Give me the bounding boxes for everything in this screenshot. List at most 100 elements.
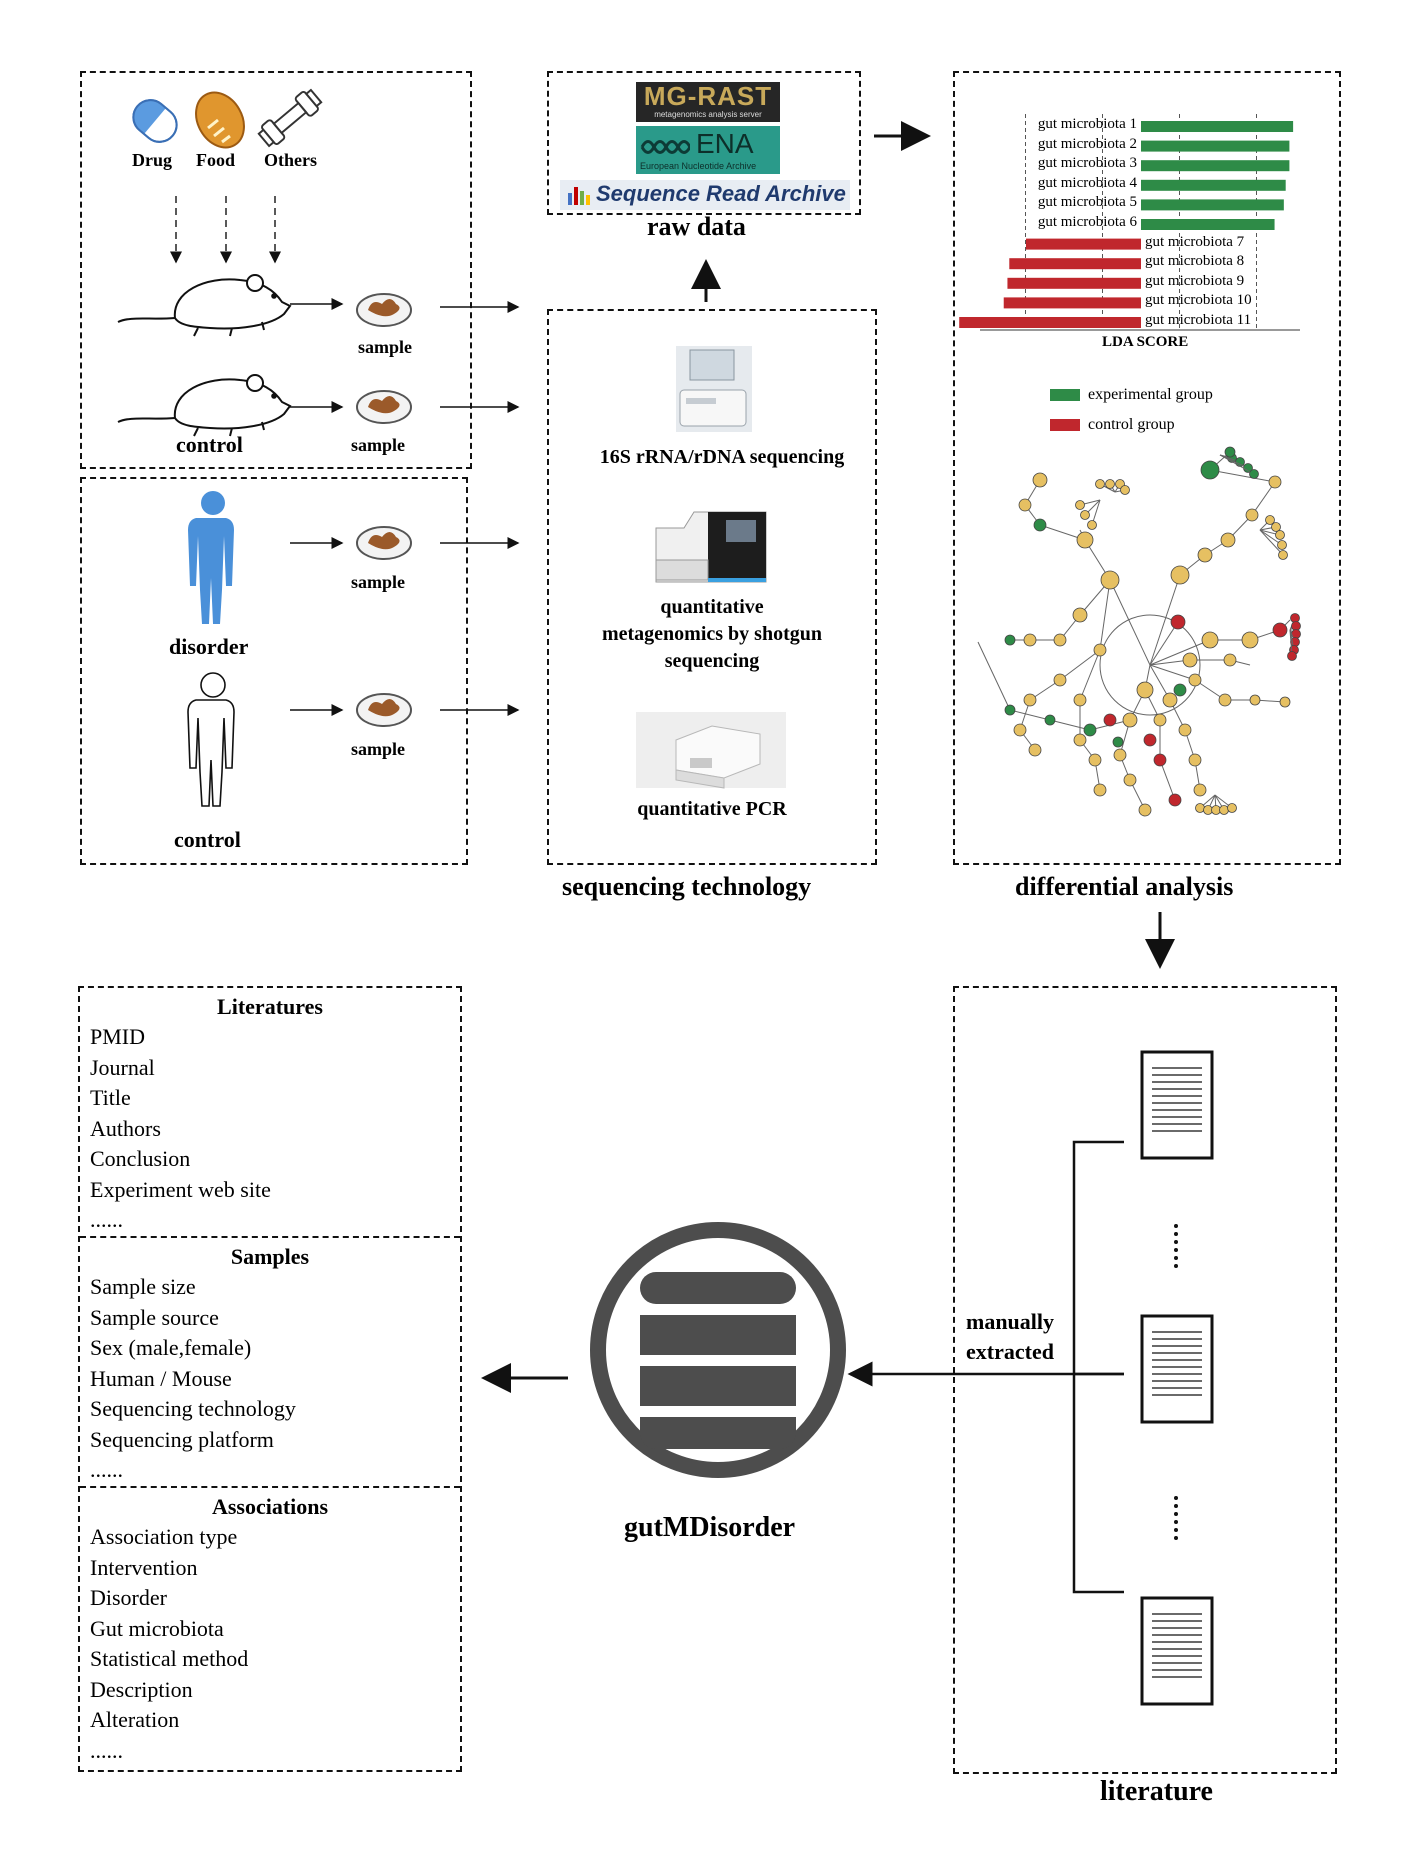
literatures-list: PMID Journal Title Authors Conclusion Ex… bbox=[90, 1022, 271, 1236]
cladogram-node bbox=[1220, 532, 1236, 548]
extract-label-2: extracted bbox=[966, 1339, 1054, 1364]
cladogram-edge bbox=[1209, 469, 1276, 483]
cladogram-node bbox=[1053, 633, 1067, 647]
list-item: Sex (male,female) bbox=[90, 1335, 252, 1360]
list-item: Authors bbox=[90, 1115, 161, 1141]
lda-bar bbox=[1141, 199, 1284, 211]
samples-list: Sample size Sample source Sex (male,fema… bbox=[90, 1272, 296, 1486]
list-item: ...... bbox=[90, 1737, 123, 1763]
list-item: Intervention bbox=[90, 1554, 198, 1580]
cladogram-node bbox=[1223, 653, 1237, 667]
sample-dish-icon bbox=[356, 293, 412, 327]
list-item: Title bbox=[90, 1085, 131, 1110]
cladogram-node bbox=[1277, 540, 1287, 550]
cladogram-node bbox=[1044, 714, 1056, 726]
ellipsis-vertical bbox=[1174, 1496, 1178, 1540]
cladogram-node bbox=[1201, 631, 1219, 649]
cladogram-node bbox=[1053, 673, 1067, 687]
cladogram-node bbox=[1028, 743, 1042, 757]
list-item: Sequencing technology bbox=[90, 1396, 296, 1421]
cladogram-node bbox=[1105, 479, 1115, 489]
legend-swatch-control bbox=[1050, 419, 1080, 431]
sra-logo: Sequence Read Archive bbox=[560, 180, 850, 210]
cladogram-node bbox=[1120, 485, 1130, 495]
document-icon bbox=[1140, 1596, 1214, 1706]
lda-category-label: gut microbiota 3 bbox=[1037, 155, 1137, 172]
cladogram-node bbox=[1083, 723, 1097, 737]
cladogram-node bbox=[1004, 634, 1016, 646]
lda-bar-chart bbox=[959, 114, 1300, 331]
document-icon bbox=[1140, 1050, 1214, 1160]
bread-icon bbox=[195, 91, 245, 149]
cladogram-node bbox=[1087, 520, 1097, 530]
cladogram-edge bbox=[1149, 639, 1211, 666]
list-item: PMID bbox=[90, 1024, 146, 1049]
factor-label-food: Food bbox=[196, 150, 236, 170]
ena-logo-sub: European Nucleotide Archive bbox=[640, 161, 757, 171]
cladogram-node bbox=[1143, 733, 1157, 747]
differential-title: differential analysis bbox=[1015, 872, 1234, 901]
list-item: Journal bbox=[90, 1054, 155, 1080]
literatures-heading: Literatures bbox=[217, 994, 323, 1019]
lda-bar bbox=[1141, 219, 1275, 230]
cladogram-node bbox=[1227, 803, 1237, 813]
cladogram-node bbox=[1100, 570, 1120, 590]
list-item: Experiment web site bbox=[90, 1176, 271, 1202]
cladogram bbox=[977, 446, 1301, 817]
cladogram-node bbox=[1168, 793, 1182, 807]
cladogram-node bbox=[1235, 457, 1245, 467]
cladogram-edge bbox=[1059, 649, 1101, 681]
cladogram-edge bbox=[1099, 579, 1111, 651]
lda-bar bbox=[1141, 140, 1290, 152]
cladogram-node bbox=[1103, 713, 1117, 727]
cladogram-node bbox=[1279, 696, 1291, 708]
cladogram-node bbox=[1138, 803, 1152, 817]
list-item: Statistical method bbox=[90, 1646, 249, 1671]
sample-dish-icon bbox=[356, 526, 412, 560]
cladogram-node bbox=[1272, 622, 1288, 638]
method-shotgun-line3: sequencing bbox=[664, 650, 760, 672]
cladogram-edge bbox=[1159, 759, 1176, 801]
list-item: Disorder bbox=[90, 1585, 167, 1610]
method-shotgun-line1: quantitative bbox=[660, 596, 764, 618]
cladogram-node bbox=[1245, 508, 1259, 522]
lda-axis-label: LDA SCORE bbox=[1102, 334, 1189, 350]
sample-label: sample bbox=[351, 572, 405, 592]
cladogram-node bbox=[1153, 713, 1167, 727]
cladogram-node bbox=[1195, 803, 1205, 813]
cladogram-node bbox=[1193, 783, 1207, 797]
raw-data-panel bbox=[547, 71, 861, 215]
cladogram-node bbox=[1173, 683, 1187, 697]
cladogram-node bbox=[1224, 446, 1236, 458]
lda-category-label: gut microbiota 10 bbox=[1145, 292, 1252, 309]
cladogram-node bbox=[1072, 607, 1088, 623]
lda-bar bbox=[1009, 258, 1141, 270]
cladogram-node bbox=[1018, 498, 1032, 512]
list-item: Description bbox=[90, 1676, 193, 1702]
list-item: Alteration bbox=[90, 1707, 180, 1732]
pill-icon bbox=[132, 99, 178, 143]
mgrast-logo-title: MG-RAST bbox=[643, 81, 773, 111]
cladogram-node bbox=[1112, 736, 1124, 748]
cladogram-node bbox=[1075, 500, 1085, 510]
cladogram-node bbox=[1265, 515, 1275, 525]
legend-label-experimental: experimental group bbox=[1088, 386, 1213, 403]
lda-bar bbox=[1141, 179, 1286, 191]
lda-category-label: gut microbiota 7 bbox=[1145, 233, 1245, 250]
list-item: Sequencing platform bbox=[90, 1426, 274, 1452]
method-shotgun-line2: metagenomics by shotgun bbox=[601, 623, 822, 645]
lda-category-label: gut microbiota 9 bbox=[1145, 272, 1245, 289]
lda-category-label: gut microbiota 2 bbox=[1037, 135, 1137, 152]
cladogram-node bbox=[1136, 681, 1154, 699]
ellipsis-vertical bbox=[1174, 1224, 1178, 1268]
factor-label-others: Others bbox=[264, 150, 317, 170]
sample-dish-icon bbox=[356, 390, 412, 424]
ena-logo-title: ENA bbox=[696, 128, 754, 159]
human-panel bbox=[80, 477, 468, 865]
sequencing-title: sequencing technology bbox=[562, 872, 812, 901]
cladogram-node bbox=[1113, 748, 1127, 762]
cladogram-node bbox=[1123, 773, 1137, 787]
legend-swatch-experimental bbox=[1050, 389, 1080, 401]
cladogram-node bbox=[1188, 673, 1202, 687]
